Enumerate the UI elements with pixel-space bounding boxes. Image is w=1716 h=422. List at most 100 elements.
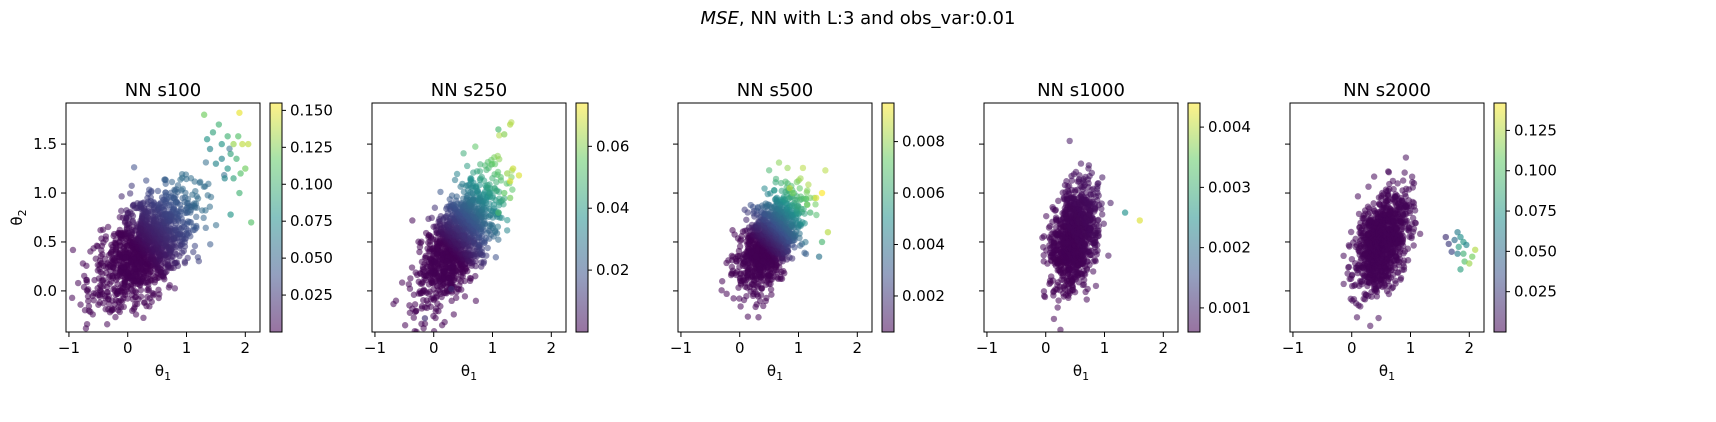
scatter-point: [1083, 296, 1090, 303]
y-axis-label-sub: 2: [16, 209, 29, 216]
scatter-point: [492, 254, 500, 261]
scatter-point: [237, 170, 244, 177]
scatter-point: [723, 290, 730, 298]
scatter-point: [744, 271, 752, 278]
scatter-point: [408, 264, 416, 271]
scatter-point: [735, 247, 743, 255]
scatter-point: [732, 271, 740, 279]
scatter-point: [421, 320, 429, 327]
scatter-point: [194, 254, 202, 261]
scatter-point: [140, 314, 147, 322]
scatter-point: [236, 189, 243, 197]
colorbar-frame: [1187, 102, 1201, 333]
scatter-point: [132, 311, 140, 318]
colorbar-tick-label: 0.075: [290, 212, 333, 230]
scatter-point: [1040, 258, 1047, 265]
scatter-point: [741, 206, 748, 213]
scatter-point: [194, 195, 202, 202]
scatter-point: [766, 201, 773, 209]
scatter-point: [461, 293, 469, 300]
colorbar-tick-label: 0.100: [290, 175, 333, 193]
scatter-point: [215, 121, 223, 128]
scatter-point: [771, 187, 778, 194]
scatter-point: [96, 299, 103, 306]
scatter-point: [118, 193, 125, 200]
scatter-point: [494, 168, 502, 176]
x-axis-label-sub: 1: [164, 370, 171, 383]
colorbar-tick-label: 0.002: [1208, 239, 1251, 257]
scatter-point: [730, 295, 737, 302]
scatter-point: [477, 161, 484, 168]
figure-suptitle: MSE, NN with L:3 and obs_var:0.01: [0, 8, 1716, 29]
scatter-point: [154, 187, 162, 195]
scatter-point: [190, 248, 197, 256]
scatter-point: [472, 143, 479, 150]
subplot-title: NN s2000: [1343, 80, 1431, 101]
scatter-point: [747, 288, 754, 295]
scatter-point: [1084, 285, 1091, 293]
scatter-point: [100, 239, 107, 246]
scatter-point: [495, 209, 502, 216]
colorbar-tick-label: 0.001: [1208, 299, 1251, 317]
scatter-point: [789, 189, 796, 197]
scatter-points: [718, 159, 832, 321]
scatter-point: [443, 258, 451, 265]
scatter-point: [496, 132, 503, 139]
scatter-point: [433, 243, 440, 250]
colorbar-tick-label: 0.025: [290, 286, 333, 304]
scatter-point: [202, 159, 210, 166]
scatter-point: [478, 173, 485, 181]
scatter-point: [784, 164, 791, 172]
scatter-point: [734, 253, 741, 260]
scatter-point: [125, 267, 133, 274]
scatter-point: [498, 214, 505, 222]
scatter-point: [1085, 162, 1093, 169]
scatter-point: [788, 255, 796, 262]
scatter-point: [109, 272, 117, 280]
scatter-point: [489, 222, 496, 230]
scatter-point: [468, 175, 475, 182]
scatter-point: [1099, 211, 1106, 218]
scatter-point: [1083, 266, 1091, 273]
scatter-point: [504, 216, 511, 224]
scatter-point: [168, 178, 176, 186]
scatter-point: [212, 221, 220, 229]
axes-frame: [677, 102, 873, 333]
scatter-point: [140, 299, 148, 306]
scatter-point: [120, 303, 127, 311]
scatter-point: [410, 314, 417, 321]
scatter-point: [486, 181, 493, 188]
scatter-point: [738, 277, 745, 285]
x-tick-label: 0: [1041, 339, 1051, 357]
scatter-points: [1340, 154, 1479, 330]
scatter-point: [484, 244, 491, 252]
scatter-point: [1095, 216, 1102, 224]
scatter-point: [411, 308, 419, 316]
scatter-point: [1086, 261, 1093, 269]
scatter-point: [1077, 160, 1085, 167]
scatter-point: [495, 236, 502, 243]
scatter-point: [102, 306, 109, 313]
scatter-point: [102, 264, 110, 271]
scatter-point: [132, 300, 139, 308]
scatter-point: [133, 271, 140, 278]
colorbar: [1188, 103, 1200, 332]
scatter-point: [1071, 288, 1079, 296]
scatter-point: [245, 140, 252, 148]
scatter-point: [1054, 281, 1061, 289]
scatter-point: [1107, 199, 1114, 207]
scatter-point: [103, 283, 111, 291]
scatter-point: [802, 250, 810, 258]
scatter-point: [476, 168, 484, 175]
scatter-point: [407, 275, 414, 282]
scatter-point: [233, 155, 240, 162]
scatter-point: [1072, 168, 1080, 176]
scatter-point: [224, 133, 231, 140]
scatter-point: [69, 246, 77, 254]
scatter-point: [118, 207, 125, 215]
scatter-point: [116, 253, 123, 261]
scatter-point: [801, 220, 808, 227]
